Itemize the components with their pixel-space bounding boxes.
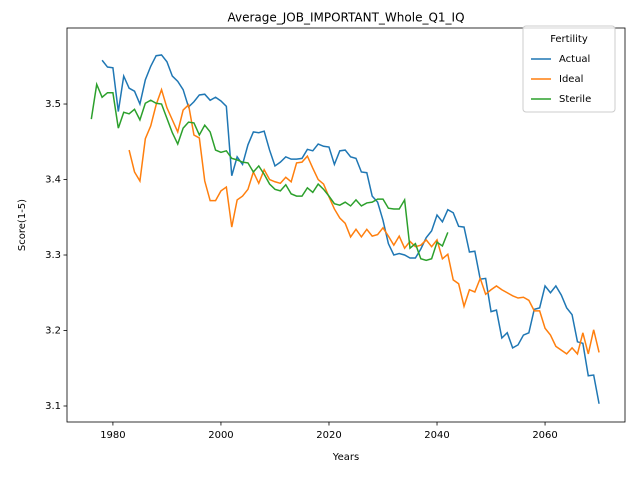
y-tick-label: 3.2 bbox=[45, 326, 61, 337]
legend-label: Sterile bbox=[559, 94, 591, 105]
x-tick-label: 2040 bbox=[424, 430, 449, 441]
y-axis-label: Score(1-5) bbox=[17, 199, 28, 251]
x-axis-label: Years bbox=[332, 452, 359, 463]
x-tick-label: 1980 bbox=[100, 430, 125, 441]
legend-box bbox=[522, 25, 616, 113]
series-line bbox=[90, 81, 449, 262]
x-tick-label: 2020 bbox=[316, 430, 341, 441]
series-line bbox=[128, 87, 600, 356]
plot-frame bbox=[66, 27, 626, 423]
y-tick-label: 3.3 bbox=[45, 250, 61, 261]
series-line bbox=[101, 54, 600, 404]
legend-title: Fertility bbox=[550, 34, 588, 45]
y-tick-label: 3.1 bbox=[45, 401, 61, 412]
y-tick-label: 3.5 bbox=[45, 99, 61, 110]
y-tick-label: 3.4 bbox=[45, 175, 61, 186]
x-tick-label: 2000 bbox=[208, 430, 233, 441]
legend-label: Actual bbox=[559, 54, 590, 65]
chart-title: Average_JOB_IMPORTANT_Whole_Q1_IQ bbox=[227, 11, 464, 25]
legend-label: Ideal bbox=[559, 74, 583, 85]
x-tick-label: 2060 bbox=[532, 430, 557, 441]
